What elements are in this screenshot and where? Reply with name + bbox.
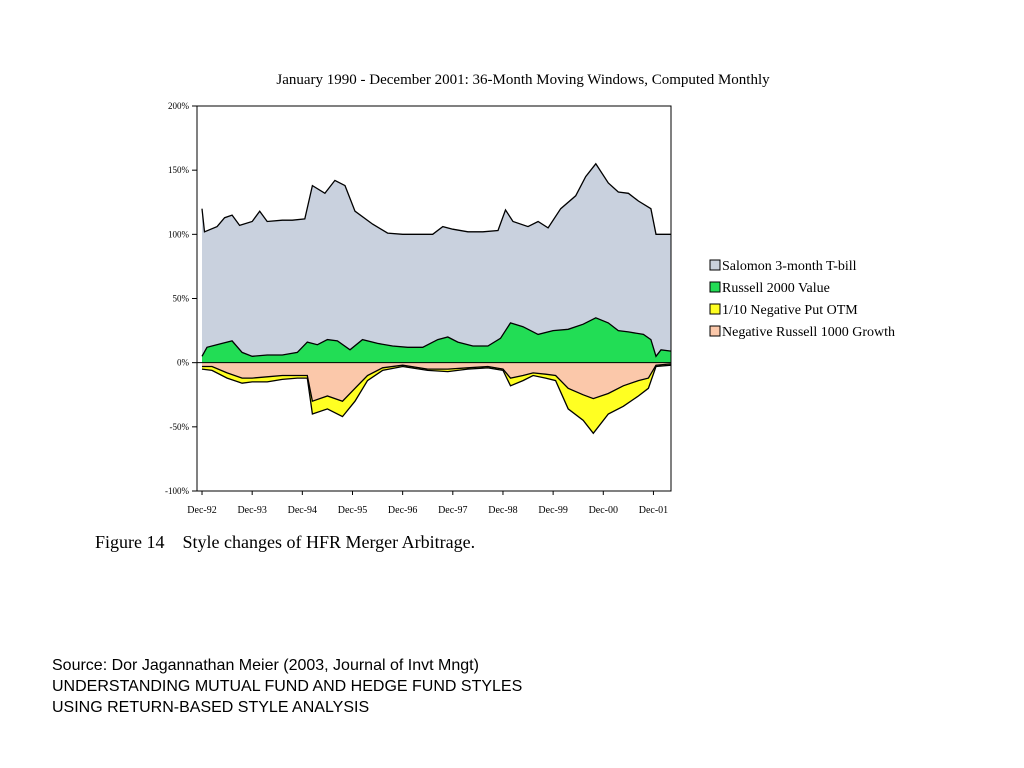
plot-area — [197, 162, 672, 435]
area-salomon-3-month-t-bill — [202, 163, 671, 363]
x-axis: Dec-92 Dec-93 Dec-94 Dec-95 Dec-96 Dec-97 Dec-… — [187, 491, 668, 516]
x-tick-label: Dec-92 — [187, 505, 216, 516]
y-tick-label: -50% — [170, 422, 190, 432]
x-tick-label: Dec-98 — [488, 505, 517, 516]
legend-label: 1/10 Negative Put OTM — [722, 303, 858, 318]
x-tick-label: Dec-99 — [538, 505, 567, 516]
y-tick-label: 50% — [173, 294, 190, 304]
legend: Salomon 3-month T-bill Russell 2000 Value… — [709, 259, 895, 340]
x-tick-label: Dec-93 — [237, 505, 266, 516]
legend-swatch — [709, 259, 721, 271]
legend-label: Negative Russell 1000 Growth — [722, 325, 895, 340]
legend-label: Russell 2000 Value — [722, 281, 830, 296]
x-tick-label: Dec-01 — [639, 505, 668, 516]
outline-1-10-negative-put-otm — [201, 364, 672, 435]
y-tick-label: -100% — [165, 486, 189, 496]
y-tick-label: 0% — [177, 358, 190, 368]
source-line-1: Source: Dor Jagannathan Meier (2003, Jou… — [52, 657, 479, 674]
outline-salomon-3-month-t-bill — [201, 162, 671, 235]
source-citation: Source: Dor Jagannathan Meier (2003, Jou… — [52, 655, 522, 718]
legend-swatch — [709, 325, 721, 337]
x-tick-label: Dec-96 — [388, 505, 417, 516]
source-line-2: UNDERSTANDING MUTUAL FUND AND HEDGE FUND… — [52, 678, 523, 695]
x-tick-label: Dec-00 — [589, 505, 618, 516]
area-russell-2000-value — [202, 317, 671, 363]
area-negative-russell-1000-growth — [202, 362, 671, 402]
legend-label: Salomon 3-month T-bill — [722, 259, 857, 274]
x-tick-label: Dec-94 — [288, 505, 317, 516]
y-tick-label: 100% — [168, 229, 190, 239]
legend-swatch — [709, 303, 721, 315]
figure-caption: Figure 14 Style changes of HFR Merger Ar… — [95, 532, 475, 552]
chart-title: January 1990 - December 2001: 36-Month M… — [276, 72, 770, 88]
y-axis: 200% 150% 100% 50% 0% -50% -100% — [165, 101, 197, 496]
source-line-3: USING RETURN-BASED STYLE ANALYSIS — [52, 699, 370, 716]
x-tick-label: Dec-97 — [438, 505, 467, 516]
legend-swatch — [709, 281, 721, 293]
outline-russell-2000-value — [201, 317, 672, 358]
y-tick-label: 150% — [168, 165, 190, 175]
outline-negative-russell-1000-growth — [202, 363, 672, 403]
x-tick-label: Dec-95 — [338, 505, 367, 516]
y-tick-label: 200% — [168, 101, 190, 111]
